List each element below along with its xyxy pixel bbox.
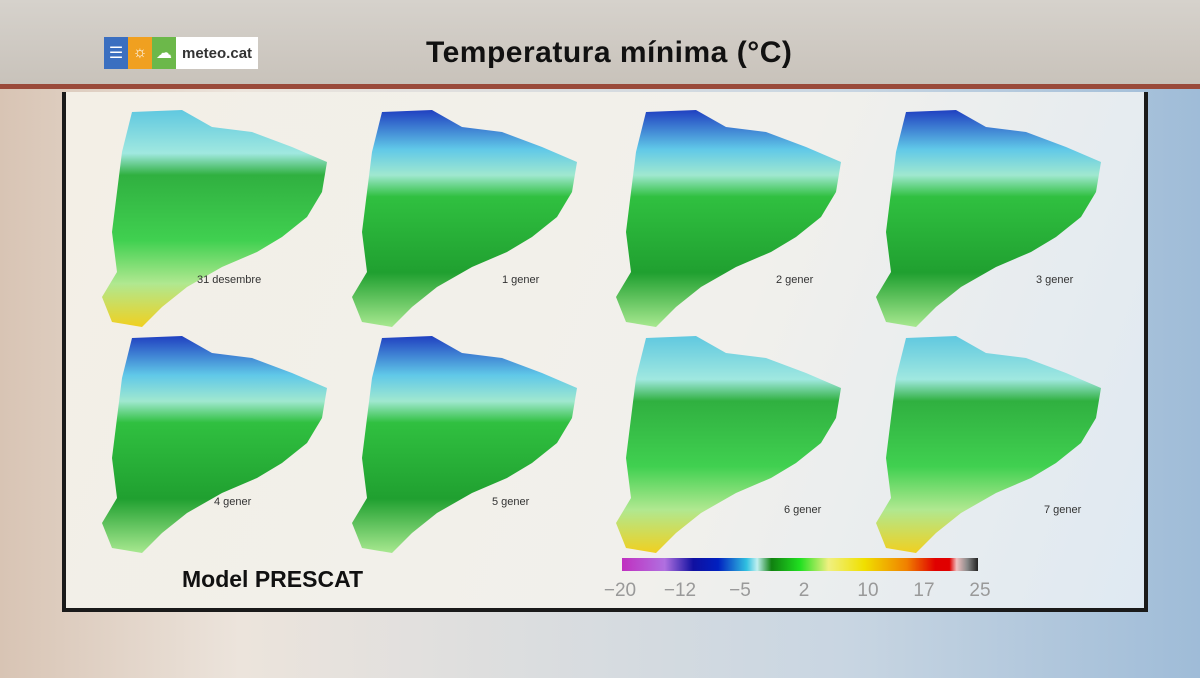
meteocat-logo: ☰ ☼ ☁ meteo.cat	[104, 37, 259, 69]
temperature-map-2-gener: 2 gener	[606, 102, 856, 332]
temperature-map-5-gener: 5 gener	[342, 328, 592, 558]
colorbar-tick: 17	[913, 580, 935, 601]
maps-panel: 31 desembre 1 gener 2 gener 3 gener 4 ge…	[62, 92, 1148, 612]
colorbar-tick: 2	[798, 580, 810, 601]
page-title: Temperatura mínima (°C)	[426, 36, 793, 69]
header-divider	[0, 84, 1200, 89]
temperature-map-1-gener: 1 gener	[342, 102, 592, 332]
map-date-label: 31 desembre	[197, 274, 262, 286]
colorbar-tick: 25	[969, 580, 991, 601]
cloud-icon: ☁	[152, 37, 176, 69]
temperature-map-7-gener: 7 gener	[866, 328, 1116, 558]
menu-icon: ☰	[104, 37, 128, 69]
sun-icon: ☼	[128, 37, 152, 69]
temperature-map-6-gener: 6 gener	[606, 328, 856, 558]
temperature-map-4-gener: 4 gener	[92, 328, 342, 558]
temperature-map-3-gener: 3 gener	[866, 102, 1116, 332]
map-date-label: 5 gener	[492, 496, 530, 508]
map-date-label: 6 gener	[784, 504, 822, 516]
colorbar-tick: −12	[663, 580, 697, 601]
logo-text: meteo.cat	[182, 44, 253, 62]
map-date-label: 3 gener	[1036, 274, 1074, 286]
map-date-label: 1 gener	[502, 274, 540, 286]
map-date-label: 2 gener	[776, 274, 814, 286]
temperature-map-31-desembre: 31 desembre	[92, 102, 342, 332]
colorbar-tick: −5	[729, 580, 751, 601]
colorbar-ticks: −20 −12 −5 2 10 17 25	[596, 580, 996, 602]
temperature-colorbar	[622, 558, 978, 571]
colorbar-tick: 10	[857, 580, 879, 601]
map-date-label: 7 gener	[1044, 504, 1082, 516]
model-label: Model PRESCAT	[182, 566, 364, 592]
colorbar-tick: −20	[603, 580, 637, 601]
map-date-label: 4 gener	[214, 496, 252, 508]
